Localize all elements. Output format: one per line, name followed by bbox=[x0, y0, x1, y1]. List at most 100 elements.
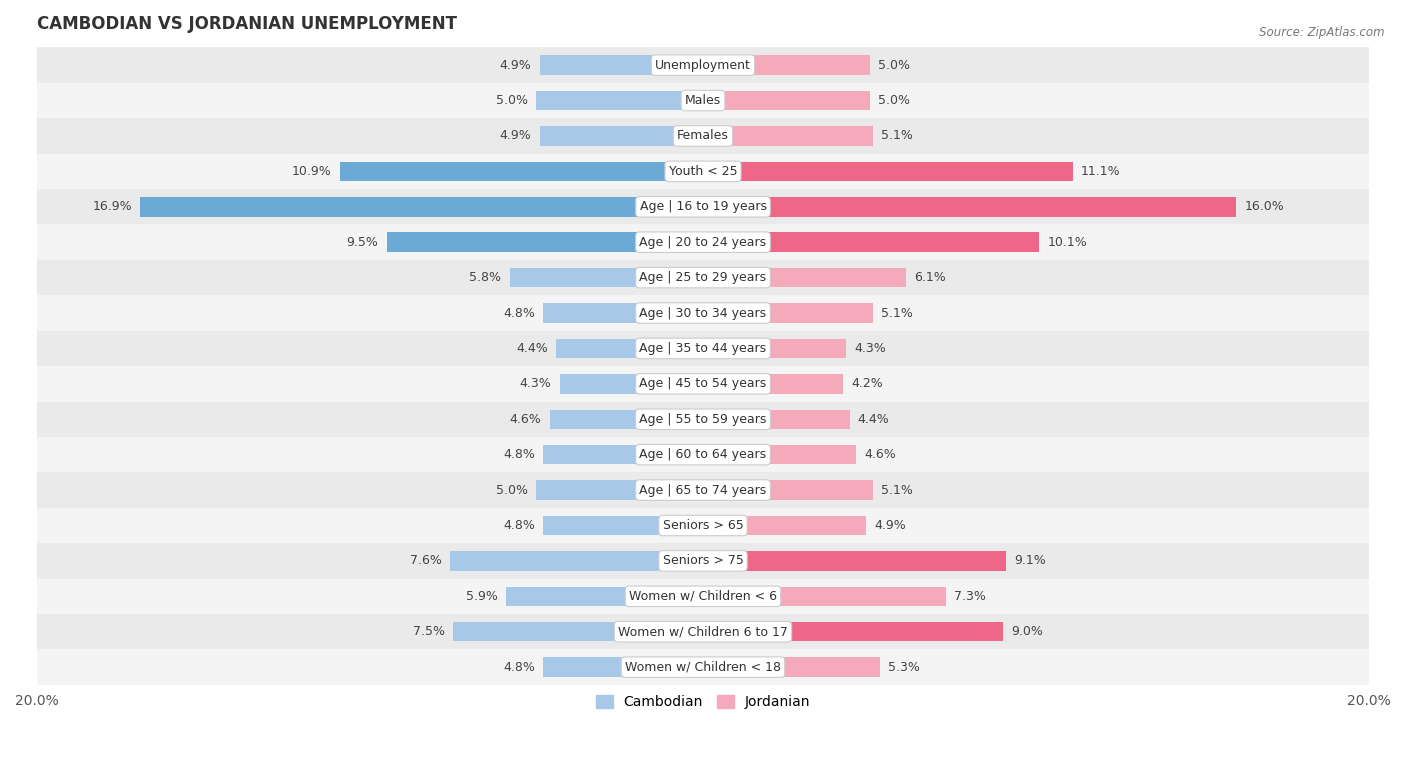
Bar bbox=[37, 578, 1369, 614]
Text: 5.9%: 5.9% bbox=[467, 590, 498, 603]
Text: CAMBODIAN VS JORDANIAN UNEMPLOYMENT: CAMBODIAN VS JORDANIAN UNEMPLOYMENT bbox=[37, 15, 457, 33]
Text: 5.0%: 5.0% bbox=[496, 484, 529, 497]
Text: 4.6%: 4.6% bbox=[865, 448, 896, 461]
Bar bbox=[37, 614, 1369, 650]
Text: 5.3%: 5.3% bbox=[887, 661, 920, 674]
Text: 10.9%: 10.9% bbox=[292, 165, 332, 178]
Bar bbox=[37, 437, 1369, 472]
Bar bbox=[37, 154, 1369, 189]
Text: Age | 25 to 29 years: Age | 25 to 29 years bbox=[640, 271, 766, 284]
Bar bbox=[703, 374, 842, 394]
Text: 4.8%: 4.8% bbox=[503, 519, 534, 532]
Text: 4.4%: 4.4% bbox=[516, 342, 548, 355]
Text: Age | 20 to 24 years: Age | 20 to 24 years bbox=[640, 235, 766, 249]
Text: 4.9%: 4.9% bbox=[499, 129, 531, 142]
Bar bbox=[37, 508, 1369, 544]
Text: 5.1%: 5.1% bbox=[882, 129, 912, 142]
Text: 7.6%: 7.6% bbox=[409, 554, 441, 568]
Bar bbox=[703, 126, 873, 145]
Text: Youth < 25: Youth < 25 bbox=[669, 165, 737, 178]
Bar bbox=[543, 445, 703, 464]
Text: 5.8%: 5.8% bbox=[470, 271, 502, 284]
Bar bbox=[703, 162, 1073, 181]
Text: 5.1%: 5.1% bbox=[882, 307, 912, 319]
Text: 4.3%: 4.3% bbox=[855, 342, 886, 355]
Bar bbox=[543, 304, 703, 322]
Bar bbox=[37, 331, 1369, 366]
Text: 4.2%: 4.2% bbox=[851, 377, 883, 391]
Legend: Cambodian, Jordanian: Cambodian, Jordanian bbox=[591, 690, 815, 715]
Text: 4.9%: 4.9% bbox=[499, 58, 531, 72]
Bar bbox=[537, 91, 703, 111]
Bar bbox=[703, 622, 1002, 641]
Text: 4.4%: 4.4% bbox=[858, 413, 890, 425]
Bar bbox=[703, 55, 869, 75]
Bar bbox=[550, 410, 703, 429]
Text: 7.3%: 7.3% bbox=[955, 590, 987, 603]
Text: Age | 55 to 59 years: Age | 55 to 59 years bbox=[640, 413, 766, 425]
Bar bbox=[703, 232, 1039, 252]
Text: 9.5%: 9.5% bbox=[346, 235, 378, 249]
Bar bbox=[510, 268, 703, 288]
Bar bbox=[703, 268, 907, 288]
Bar bbox=[540, 126, 703, 145]
Bar bbox=[37, 472, 1369, 508]
Text: 16.9%: 16.9% bbox=[93, 201, 132, 213]
Bar bbox=[703, 516, 866, 535]
Bar bbox=[537, 481, 703, 500]
Bar bbox=[37, 366, 1369, 401]
Bar bbox=[37, 225, 1369, 260]
Text: 4.8%: 4.8% bbox=[503, 661, 534, 674]
Text: Women w/ Children 6 to 17: Women w/ Children 6 to 17 bbox=[619, 625, 787, 638]
Text: 4.8%: 4.8% bbox=[503, 448, 534, 461]
Text: 9.1%: 9.1% bbox=[1014, 554, 1046, 568]
Bar bbox=[37, 189, 1369, 225]
Bar bbox=[37, 544, 1369, 578]
Text: Age | 45 to 54 years: Age | 45 to 54 years bbox=[640, 377, 766, 391]
Bar bbox=[37, 295, 1369, 331]
Text: Women w/ Children < 6: Women w/ Children < 6 bbox=[628, 590, 778, 603]
Bar bbox=[37, 48, 1369, 83]
Bar bbox=[37, 401, 1369, 437]
Bar bbox=[557, 338, 703, 358]
Bar bbox=[387, 232, 703, 252]
Bar bbox=[37, 118, 1369, 154]
Bar bbox=[141, 197, 703, 217]
Bar bbox=[703, 551, 1007, 571]
Text: 5.0%: 5.0% bbox=[877, 58, 910, 72]
Bar bbox=[703, 657, 880, 677]
Bar bbox=[340, 162, 703, 181]
Text: Age | 65 to 74 years: Age | 65 to 74 years bbox=[640, 484, 766, 497]
Bar bbox=[703, 304, 873, 322]
Text: 4.8%: 4.8% bbox=[503, 307, 534, 319]
Bar bbox=[37, 650, 1369, 685]
Text: 5.0%: 5.0% bbox=[496, 94, 529, 107]
Bar bbox=[450, 551, 703, 571]
Bar bbox=[37, 260, 1369, 295]
Text: 6.1%: 6.1% bbox=[914, 271, 946, 284]
Bar bbox=[703, 445, 856, 464]
Text: Women w/ Children < 18: Women w/ Children < 18 bbox=[626, 661, 780, 674]
Text: 4.9%: 4.9% bbox=[875, 519, 907, 532]
Text: 5.1%: 5.1% bbox=[882, 484, 912, 497]
Text: 4.3%: 4.3% bbox=[520, 377, 551, 391]
Bar bbox=[37, 83, 1369, 118]
Bar bbox=[703, 587, 946, 606]
Bar bbox=[540, 55, 703, 75]
Text: Age | 30 to 34 years: Age | 30 to 34 years bbox=[640, 307, 766, 319]
Bar bbox=[506, 587, 703, 606]
Text: Females: Females bbox=[678, 129, 728, 142]
Text: 10.1%: 10.1% bbox=[1047, 235, 1087, 249]
Text: 5.0%: 5.0% bbox=[877, 94, 910, 107]
Bar bbox=[560, 374, 703, 394]
Text: Age | 35 to 44 years: Age | 35 to 44 years bbox=[640, 342, 766, 355]
Text: Seniors > 65: Seniors > 65 bbox=[662, 519, 744, 532]
Bar bbox=[703, 197, 1236, 217]
Text: 9.0%: 9.0% bbox=[1011, 625, 1043, 638]
Text: 16.0%: 16.0% bbox=[1244, 201, 1284, 213]
Text: 4.6%: 4.6% bbox=[510, 413, 541, 425]
Text: 11.1%: 11.1% bbox=[1081, 165, 1121, 178]
Bar bbox=[703, 481, 873, 500]
Text: Age | 16 to 19 years: Age | 16 to 19 years bbox=[640, 201, 766, 213]
Text: Unemployment: Unemployment bbox=[655, 58, 751, 72]
